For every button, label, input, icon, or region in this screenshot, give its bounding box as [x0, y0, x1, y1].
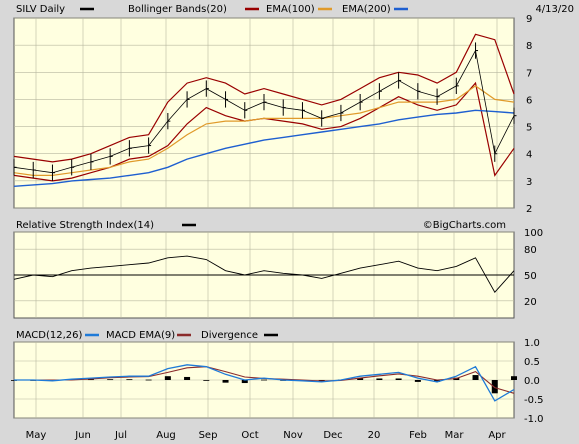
- x-tick-label: May: [26, 430, 47, 441]
- x-tick-label: Jul: [114, 430, 127, 441]
- divergence-bar: [145, 379, 152, 381]
- ema200-line: [13, 109, 515, 187]
- price-y-tick: 2: [526, 204, 532, 215]
- rsi-y-tick: 20: [524, 297, 537, 308]
- ema100-line: [13, 85, 515, 176]
- divergence-bar: [357, 378, 364, 380]
- legend-bollinger-label: Bollinger Bands(20): [128, 4, 227, 15]
- price-panel: [13, 17, 515, 209]
- rsi-header-label: Relative Strength Index(14): [16, 220, 154, 231]
- divergence-bar: [184, 376, 191, 380]
- divergence-bar: [222, 380, 229, 383]
- divergence-bar: [164, 376, 171, 380]
- divergence-bar: [318, 380, 325, 381]
- price-line: [13, 49, 515, 174]
- divergence-bar: [511, 376, 517, 380]
- x-tick-label: Dec: [323, 430, 342, 441]
- price-y-tick: 8: [526, 41, 532, 52]
- divergence-bar: [491, 380, 498, 394]
- price-y-tick: 3: [526, 177, 532, 188]
- macd-header-label: MACD(12,26): [16, 330, 83, 341]
- x-tick-label: Oct: [241, 430, 258, 441]
- rsi-line: [13, 255, 515, 293]
- divergence-bar: [376, 378, 383, 380]
- divergence-bar: [472, 375, 479, 380]
- price-y-tick: 5: [526, 123, 532, 134]
- price-y-tick: 6: [526, 95, 532, 106]
- watermark: ©BigCharts.com: [423, 220, 506, 231]
- macd-y-tick: 0.0: [524, 376, 540, 387]
- legend-ema200-label: EMA(200): [342, 4, 391, 15]
- price-y-tick: 4: [526, 150, 532, 161]
- rsi-y-tick: 80: [524, 245, 537, 256]
- price-y-tick: 9: [526, 14, 532, 25]
- divergence-bar: [126, 379, 133, 381]
- divergence-bar: [261, 379, 267, 381]
- legend-ema100-label: EMA(100): [266, 4, 315, 15]
- price-y-tick: 7: [526, 68, 532, 79]
- x-tick-label: Nov: [283, 430, 303, 441]
- rsi-y-tick: 50: [524, 271, 537, 282]
- macd-y-tick: -1.0: [524, 414, 544, 425]
- macd-line: [14, 364, 515, 402]
- price-symbol-label: SILV Daily: [16, 4, 65, 15]
- bollinger-upper-line: [13, 33, 515, 163]
- macd-y-tick: -0.5: [524, 395, 544, 406]
- x-tick-label: Jun: [74, 430, 91, 441]
- x-tick-label: Sep: [199, 430, 218, 441]
- divergence-bar: [203, 380, 210, 381]
- rsi-y-tick: 100: [524, 228, 543, 239]
- divergence-bar: [434, 380, 441, 382]
- divergence-bar: [107, 379, 114, 381]
- x-tick-label: 20: [368, 430, 381, 441]
- macd-y-tick: 0.5: [524, 357, 540, 368]
- legend-divergence-label: Divergence: [201, 330, 258, 341]
- x-tick-label: Aug: [156, 430, 176, 441]
- divergence-bar: [395, 378, 402, 380]
- divergence-bar: [414, 380, 421, 382]
- divergence-bar: [87, 379, 94, 381]
- macd-y-tick: 1.0: [524, 338, 540, 349]
- divergence-bar: [241, 380, 248, 384]
- legend-macd-ema-label: MACD EMA(9): [106, 330, 175, 341]
- x-tick-label: Feb: [409, 430, 427, 441]
- x-tick-label: Apr: [488, 430, 506, 441]
- chart-date: 4/13/20: [535, 4, 574, 15]
- x-tick-label: Mar: [445, 430, 465, 441]
